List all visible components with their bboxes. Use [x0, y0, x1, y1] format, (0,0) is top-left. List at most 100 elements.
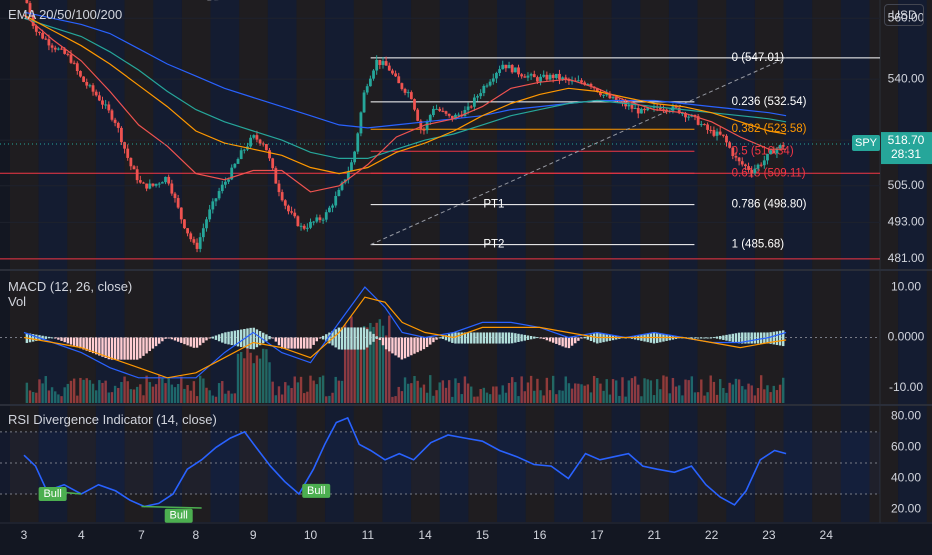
macd-histogram-bar — [211, 336, 215, 339]
candle-body — [82, 76, 85, 82]
volume-bar — [558, 390, 561, 403]
candle-body — [179, 207, 183, 220]
candle-body — [94, 91, 98, 96]
candle-body — [160, 182, 164, 184]
macd-histogram-bar — [249, 327, 252, 350]
volume-bar — [198, 375, 202, 403]
candle-body — [328, 207, 331, 213]
volume-bar — [684, 379, 687, 403]
candle-body — [271, 158, 275, 169]
volume-bar — [214, 396, 218, 403]
macd-histogram-bar — [753, 332, 757, 344]
time-tick-label: 4 — [78, 528, 85, 542]
session-stripe — [583, 0, 612, 522]
volume-bar — [406, 383, 410, 403]
candle-body — [482, 85, 486, 94]
candle-body — [454, 114, 457, 120]
candle-body — [224, 181, 227, 185]
candle-body — [230, 167, 234, 180]
volume-bar — [331, 392, 334, 403]
macd-histogram-bar — [451, 332, 454, 343]
volume-bar — [148, 382, 151, 403]
volume-bar — [769, 392, 772, 403]
macd-histogram-bar — [403, 337, 407, 359]
candle-body — [249, 137, 253, 147]
volume-bar — [602, 390, 605, 403]
volume-bar — [44, 376, 47, 403]
macd-histogram-bar — [302, 337, 306, 349]
volume-bar — [756, 388, 760, 403]
rsi-tick-label: 20.00 — [891, 502, 921, 516]
volume-bar — [766, 385, 769, 403]
macd-histogram-bar — [189, 337, 192, 347]
volume-bar — [38, 379, 41, 403]
macd-histogram-bar — [202, 337, 205, 343]
macd-histogram-bar — [561, 337, 564, 347]
ema20-line — [23, 14, 787, 193]
candle-body — [283, 200, 287, 206]
candle-body — [365, 86, 369, 93]
macd-histogram-bar — [769, 332, 772, 344]
macd-histogram-bar — [775, 331, 779, 345]
ema50-line — [23, 14, 787, 175]
volume-bar — [359, 334, 363, 403]
macd-histogram-bar — [583, 336, 586, 339]
candle-body — [47, 39, 51, 46]
fib-level-label: 0.5 (516.34) — [732, 145, 794, 157]
macd-histogram-bar — [536, 337, 539, 339]
volume-bar — [135, 386, 139, 403]
macd-histogram-bar — [703, 337, 706, 339]
candle-body — [762, 160, 766, 166]
macd-histogram-bar — [470, 332, 473, 344]
volume-bar — [630, 378, 634, 403]
macd-histogram-bar — [94, 337, 98, 355]
macd-histogram-bar — [366, 329, 369, 348]
macd-histogram-bar — [287, 337, 290, 349]
volume-bar — [391, 396, 394, 403]
volume-bar — [668, 393, 671, 403]
candle-body — [513, 67, 517, 73]
macd-histogram-bar — [444, 335, 448, 341]
time-tick-label: 14 — [418, 528, 432, 542]
candle-body — [409, 92, 413, 100]
volume-bar — [306, 391, 309, 403]
macd-histogram-bar — [318, 337, 322, 339]
macd-histogram-bar — [343, 327, 347, 350]
candle-body — [132, 166, 136, 170]
volume-bar — [482, 387, 486, 403]
macd-histogram-bar — [394, 337, 397, 356]
candle-body — [258, 139, 262, 144]
currency-button[interactable]: USD — [884, 4, 924, 26]
countdown-value: 28:31 — [891, 147, 921, 161]
macd-histogram-bar — [186, 337, 189, 346]
macd-histogram-bar — [239, 329, 243, 348]
macd-histogram-bar — [167, 337, 170, 339]
macd-histogram-bar — [66, 337, 70, 344]
macd-histogram-bar — [69, 337, 73, 345]
volume-bar — [583, 385, 586, 403]
volume-bar — [744, 389, 747, 403]
macd-histogram-bar — [274, 337, 278, 342]
bull-divergence-label: Bull — [43, 488, 61, 500]
volume-bar — [139, 384, 142, 403]
macd-histogram-bar — [728, 334, 731, 342]
candle-body — [123, 142, 126, 149]
volume-bar — [488, 394, 492, 403]
macd-histogram-bar — [378, 337, 382, 341]
volume-bar — [485, 392, 489, 403]
volume-bar — [715, 394, 719, 403]
macd-histogram-bar — [422, 337, 426, 350]
macd-histogram-bar — [334, 329, 337, 348]
macd-histogram-bar — [520, 334, 523, 342]
macd-histogram-bar — [262, 332, 265, 344]
macd-histogram-bar — [164, 337, 167, 339]
volume-bar — [441, 380, 445, 403]
volume-bar — [637, 384, 640, 403]
candle-body — [110, 110, 114, 120]
candle-body — [261, 143, 265, 145]
volume-bar — [652, 395, 656, 403]
pt1-label: PT1 — [483, 199, 504, 211]
volume-bar — [255, 355, 259, 403]
macd-histogram-bar — [255, 329, 259, 348]
